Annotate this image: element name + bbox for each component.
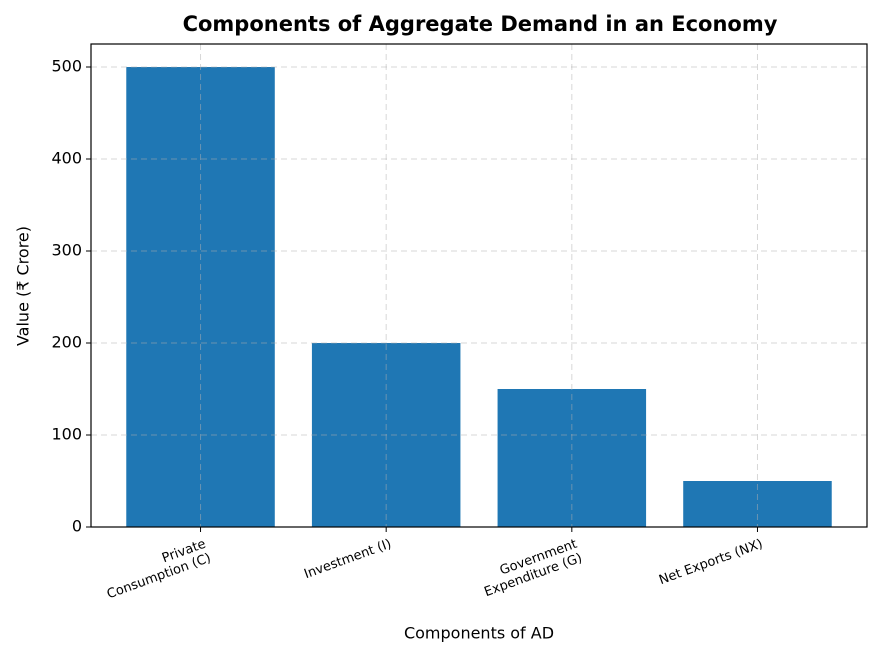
x-tick-label: PrivateConsumption (C) [100,537,213,603]
y-tick-label: 0 [72,517,82,536]
y-tick-label: 200 [51,333,82,352]
y-tick-label: 300 [51,241,82,260]
x-axis-label: Components of AD [404,624,554,643]
x-tick-label: Net Exports (NX) [657,537,765,588]
chart-title: Components of Aggregate Demand in an Eco… [183,12,778,36]
y-axis-label: Value (₹ Crore) [14,226,33,346]
x-tick-label: Investment (I) [302,537,393,582]
y-tick-label: 400 [51,149,82,168]
y-tick-label: 500 [51,57,82,76]
x-tick-label: GovernmentExpenditure (G) [477,537,584,600]
plot-frame [90,43,868,528]
y-tick-label: 100 [51,425,82,444]
